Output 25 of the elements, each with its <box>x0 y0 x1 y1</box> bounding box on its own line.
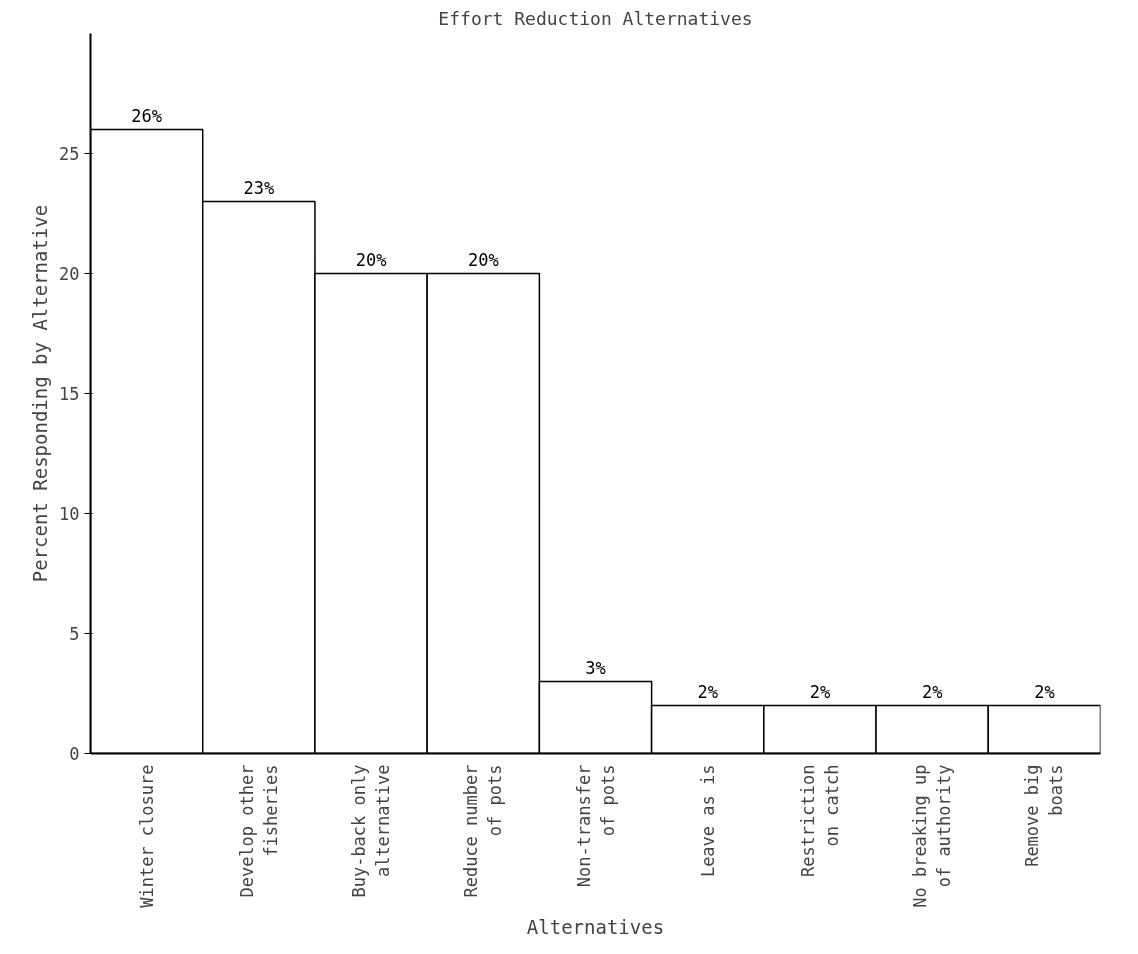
data-label: 2% <box>921 681 943 702</box>
data-label: 20% <box>467 249 499 270</box>
x-tick-label: Restriction on catch <box>797 764 842 878</box>
x-tick-label: Leave as is <box>697 764 718 878</box>
data-label: 2% <box>809 681 831 702</box>
chart-title: Effort Reduction Alternatives <box>438 7 753 29</box>
x-tick-label: Remove big boats <box>1022 764 1067 867</box>
x-axis-title: Alternatives <box>526 915 665 938</box>
data-label: 20% <box>355 249 387 270</box>
y-tick-label: 5 <box>69 624 80 644</box>
y-tick-label: 20 <box>59 264 80 284</box>
y-tick-label: 0 <box>69 744 80 764</box>
data-label: 3% <box>585 657 606 678</box>
x-tick-label: Reduce number of pots <box>461 764 506 898</box>
data-label: 23% <box>243 177 275 198</box>
x-tick-label: Non-transfer of pots <box>573 764 618 888</box>
data-label: 2% <box>697 681 718 702</box>
data-label: 26% <box>131 105 162 126</box>
data-label: 2% <box>1034 681 1055 702</box>
y-tick-label: 25 <box>59 144 80 164</box>
y-tick-label: 15 <box>59 384 80 404</box>
y-tick-label: 10 <box>59 504 80 524</box>
x-tick-label: Winter closure <box>136 764 157 908</box>
x-tick-label: Develop other fisheries <box>236 764 281 898</box>
y-axis-title: Percent Responding by Alternative <box>29 204 52 583</box>
